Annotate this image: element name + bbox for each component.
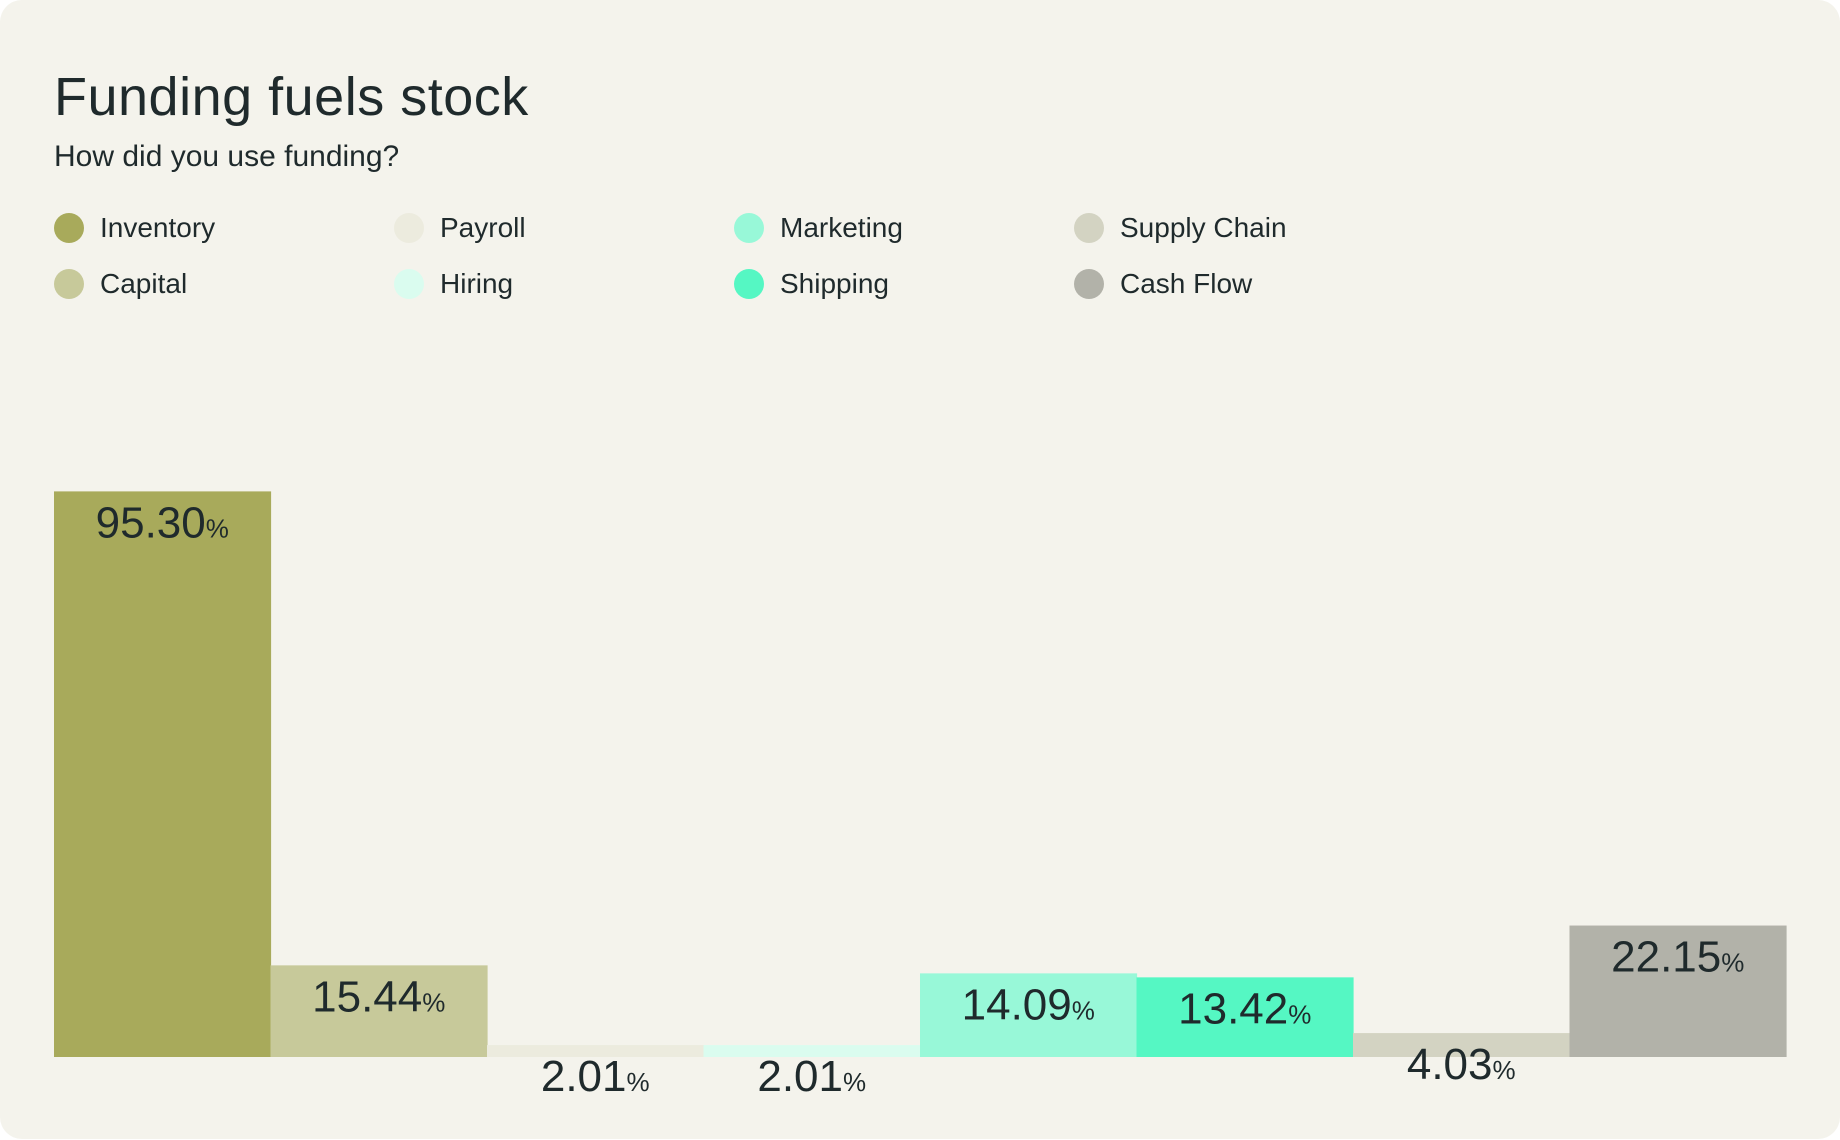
legend-label: Hiring [440,268,514,299]
bar-cash-flow [1569,925,1787,1057]
bar-inventory [54,491,272,1057]
legend-item-payroll: Payroll [394,210,734,246]
bar-value-label: 2.01% [541,1052,650,1101]
legend-item-marketing: Marketing [734,210,1074,246]
bar-supply-chain [1353,1033,1571,1057]
bar-value-label: 4.03% [1407,1040,1516,1089]
chart-subtitle: How did you use funding? [54,140,400,173]
bar-shipping [1136,977,1354,1057]
circle-swatch-icon [394,213,424,243]
legend-item-hiring: Hiring [394,266,734,302]
bar-marketing [920,973,1138,1057]
legend-item-inventory: Inventory [54,210,394,246]
bar-value-label: 22.15% [1611,933,1744,982]
bar-payroll [487,1045,705,1057]
legend-label: Capital [100,268,188,299]
legend-item-shipping: Shipping [734,266,1074,302]
bar-value-label: 13.42% [1178,984,1311,1033]
legend-label: Shipping [780,268,889,299]
legend-label: Inventory [100,212,216,243]
legend-label: Payroll [440,212,526,243]
circle-swatch-icon [734,269,764,299]
legend: Inventory Payroll Marketing Supply Chain… [54,210,1414,322]
circle-swatch-icon [394,269,424,299]
legend-label: Cash Flow [1120,268,1253,299]
bar-hiring [703,1045,921,1057]
bar-capital [270,965,488,1057]
legend-item-capital: Capital [54,266,394,302]
legend-label: Marketing [780,212,903,243]
circle-swatch-icon [1074,213,1104,243]
legend-item-supply-chain: Supply Chain [1074,210,1414,246]
bar-value-label: 95.30% [96,498,229,547]
bar-value-label: 2.01% [757,1052,866,1101]
circle-swatch-icon [54,213,84,243]
bar-value-label: 14.09% [962,980,1095,1029]
bar-value-label: 15.44% [312,972,445,1021]
legend-label: Supply Chain [1120,212,1287,243]
legend-item-cash-flow: Cash Flow [1074,266,1414,302]
chart-title: Funding fuels stock [54,67,529,127]
circle-swatch-icon [54,269,84,299]
circle-swatch-icon [734,213,764,243]
circle-swatch-icon [1074,269,1104,299]
